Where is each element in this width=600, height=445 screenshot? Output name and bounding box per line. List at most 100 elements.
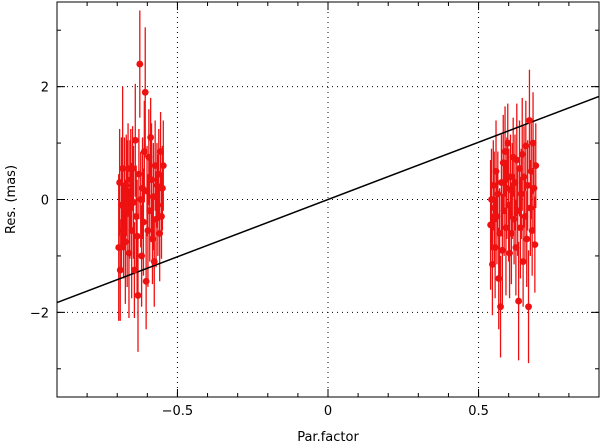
data-point — [130, 198, 137, 206]
data-point — [156, 229, 164, 237]
data-point — [129, 165, 136, 172]
data-point — [498, 246, 506, 254]
data-point — [499, 159, 507, 167]
data-point — [500, 207, 508, 215]
x-tick-label: 0.5 — [468, 404, 489, 419]
data-point — [122, 181, 130, 189]
data-point — [147, 134, 155, 141]
data-point — [491, 244, 499, 251]
data-point — [501, 148, 509, 155]
data-point — [135, 170, 143, 178]
fit-line — [56, 95, 600, 304]
data-point — [131, 136, 139, 144]
data-point — [524, 181, 532, 189]
data-point — [120, 227, 127, 234]
axis-ticks: −0.5 0 0.5 −2 0 2 — [30, 2, 599, 419]
data-point — [155, 170, 163, 178]
data-point — [519, 258, 527, 265]
data-point — [498, 179, 505, 186]
data-point — [528, 227, 536, 234]
data-point — [526, 117, 533, 124]
data-point — [510, 215, 518, 223]
data-point — [502, 224, 510, 232]
data-point — [495, 275, 503, 282]
data-point — [115, 244, 123, 251]
data-point — [518, 150, 526, 158]
data-point — [513, 156, 521, 164]
data-point — [125, 249, 133, 257]
data-point — [127, 176, 135, 184]
data-point — [525, 303, 532, 311]
data-point — [136, 60, 144, 68]
x-tick-label: 0 — [324, 404, 332, 419]
data-point — [140, 148, 148, 155]
data-point — [516, 165, 523, 172]
data-point — [515, 297, 523, 305]
data-point — [157, 148, 164, 155]
data-point — [132, 213, 140, 220]
data-point — [123, 210, 131, 218]
data-point — [507, 229, 515, 237]
data-point — [149, 235, 156, 243]
data-point — [527, 167, 535, 175]
data-point — [492, 167, 500, 175]
data-point — [505, 201, 513, 209]
data-point — [153, 181, 161, 189]
y-tick-label: −2 — [30, 306, 49, 321]
data-point — [512, 244, 520, 251]
y-axis-label: Res. (mas) — [4, 165, 19, 234]
data-point — [496, 229, 504, 237]
data-points — [115, 60, 540, 311]
data-point — [149, 193, 157, 201]
data-point — [137, 196, 145, 203]
data-point — [151, 162, 159, 170]
data-point — [130, 266, 138, 274]
y-tick-label: 0 — [41, 194, 49, 209]
data-point — [118, 201, 125, 209]
data-point — [144, 227, 152, 234]
data-point — [526, 204, 534, 212]
data-point — [489, 260, 496, 268]
data-point — [148, 176, 155, 184]
data-point — [507, 173, 514, 181]
data-point — [532, 162, 540, 170]
data-point — [138, 252, 146, 260]
data-point — [506, 249, 513, 257]
data-point — [517, 224, 524, 232]
data-point — [523, 235, 531, 243]
data-point — [121, 190, 128, 198]
data-point — [521, 213, 529, 220]
data-point — [134, 292, 142, 299]
data-point — [517, 190, 525, 198]
data-point — [116, 266, 124, 274]
data-point — [154, 201, 162, 209]
data-point — [494, 190, 502, 198]
x-tick-label: −0.5 — [162, 404, 194, 419]
data-point — [143, 187, 151, 195]
fit-line-group — [56, 95, 600, 304]
data-point — [140, 218, 147, 226]
data-point — [508, 187, 516, 195]
data-point — [158, 213, 165, 220]
data-point — [514, 207, 522, 215]
data-point — [159, 162, 167, 170]
data-point — [119, 165, 127, 172]
data-point — [522, 142, 530, 150]
data-point — [158, 184, 166, 192]
data-point — [531, 241, 539, 249]
data-point — [488, 196, 495, 203]
data-point — [487, 221, 494, 229]
data-point — [489, 181, 497, 189]
data-point — [142, 277, 150, 285]
x-axis-label: Par.factor — [297, 430, 359, 445]
data-point — [145, 153, 153, 161]
data-point — [150, 258, 158, 265]
error-bars — [118, 10, 537, 364]
data-point — [504, 139, 512, 147]
data-point — [529, 139, 537, 147]
data-point — [152, 215, 160, 223]
data-point — [146, 207, 154, 215]
data-point — [128, 227, 136, 234]
data-point — [141, 88, 149, 96]
